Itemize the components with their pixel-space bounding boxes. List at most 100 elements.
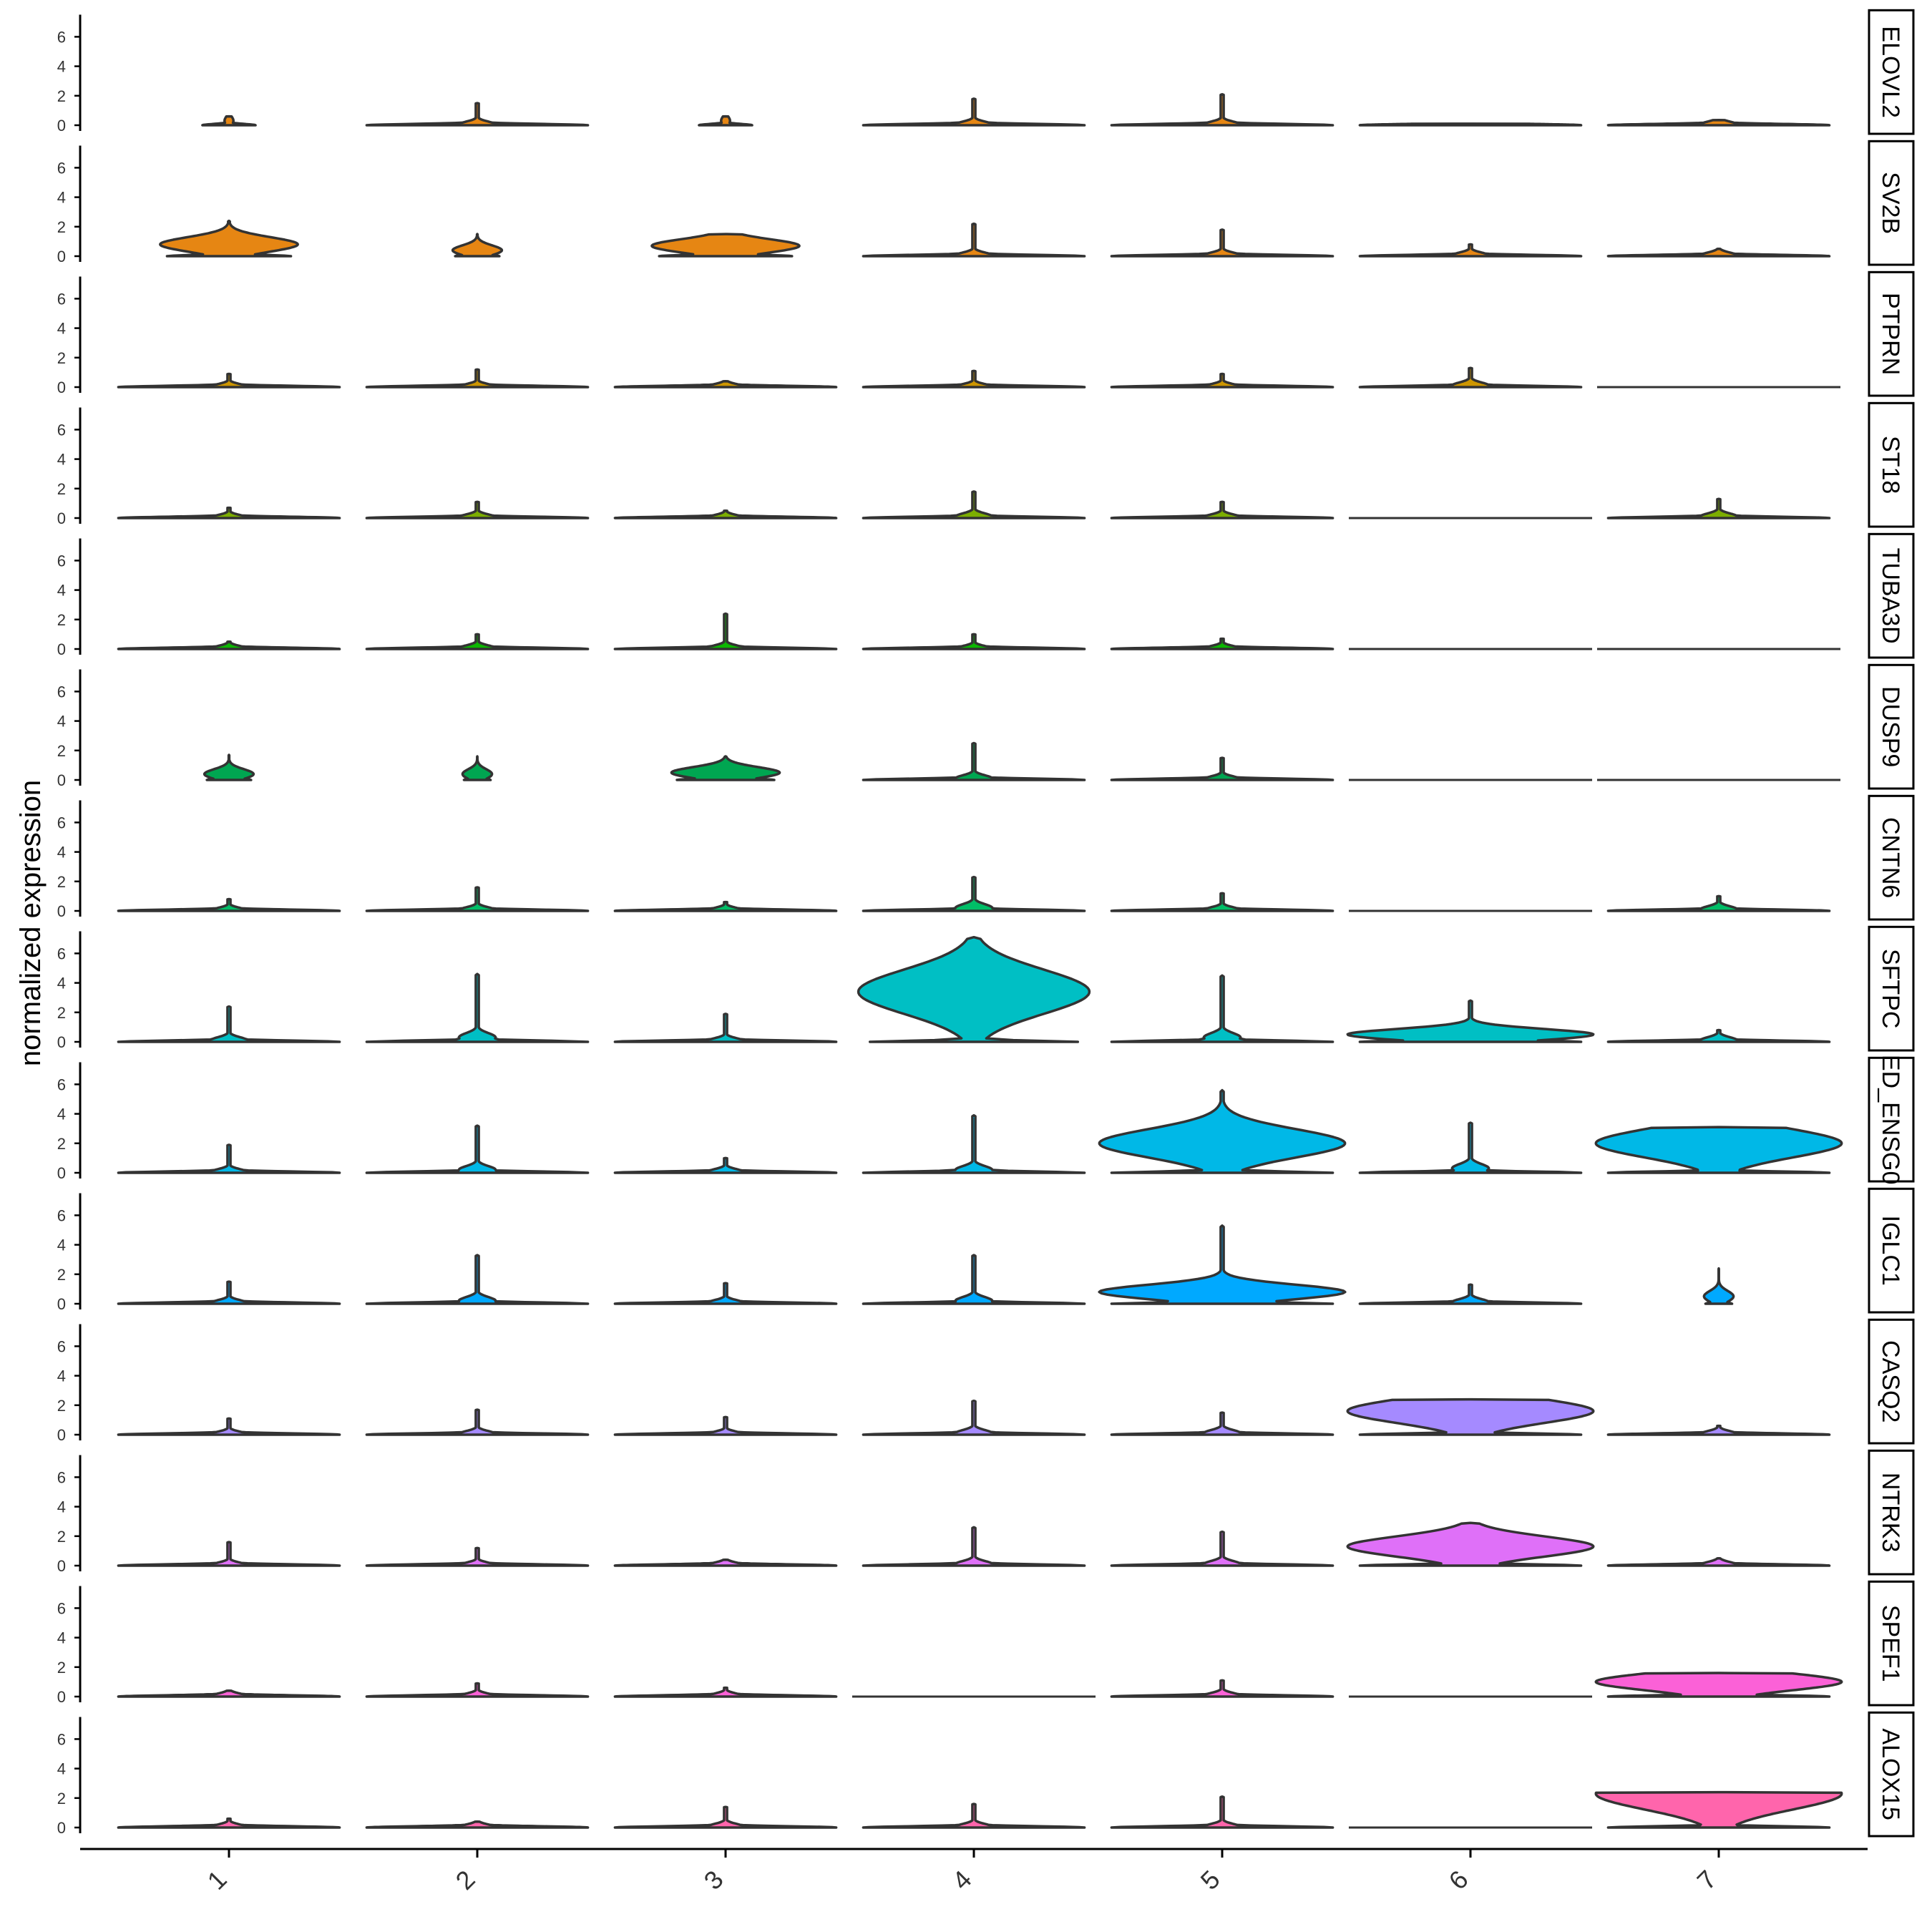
violin-5 xyxy=(1110,372,1335,389)
facet-strip xyxy=(1868,401,1915,528)
y-tick-label: 0 xyxy=(57,248,66,265)
facet-strip xyxy=(1868,1318,1915,1445)
x-tick-label-4: 4 xyxy=(947,1865,977,1896)
violin-3 xyxy=(698,114,753,127)
violin-3 xyxy=(613,1686,838,1698)
violin-6 xyxy=(1358,1283,1583,1305)
violin-5 xyxy=(1110,1679,1335,1698)
facet-strip xyxy=(1868,1187,1915,1314)
facet-label-st18: ST18 xyxy=(1877,436,1904,494)
violin-1 xyxy=(201,114,257,127)
panel-elovl2: 0 2 4 6 ELOVL2 xyxy=(57,9,1915,135)
y-tick-label: 4 xyxy=(57,1760,66,1778)
violin-1 xyxy=(117,1280,341,1305)
y-tick-label: 6 xyxy=(57,945,66,962)
y-tick-label: 2 xyxy=(57,1397,66,1415)
facet-label-spef1: SPEF1 xyxy=(1877,1605,1904,1682)
panel-casq2: 0 2 4 6 CASQ2 xyxy=(57,1318,1915,1445)
x-tick-label-7: 7 xyxy=(1692,1865,1722,1896)
y-tick-label: 6 xyxy=(57,552,66,570)
violin-1 xyxy=(203,753,255,781)
x-tick-label-5: 5 xyxy=(1195,1865,1226,1896)
y-tick-label: 2 xyxy=(57,480,66,498)
y-tick-label: 0 xyxy=(57,117,66,135)
y-tick-label: 6 xyxy=(57,290,66,308)
y-tick-label: 2 xyxy=(57,349,66,367)
y-tick-label: 4 xyxy=(57,320,66,338)
facet-label-cntn6: CNTN6 xyxy=(1877,817,1904,898)
violin-7 xyxy=(1594,1126,1843,1174)
x-tick-label-3: 3 xyxy=(698,1865,729,1896)
y-tick-label: 2 xyxy=(57,1266,66,1284)
violin-5 xyxy=(1110,500,1335,519)
violin-2 xyxy=(461,755,494,781)
panel-ptprn: 0 2 4 6 PTPRN xyxy=(57,270,1915,397)
violin-5 xyxy=(1110,637,1335,650)
panel-st18: 0 2 4 6 ST18 xyxy=(57,401,1915,528)
y-tick-label: 0 xyxy=(57,902,66,920)
x-tick-label-2: 2 xyxy=(450,1865,481,1896)
y-tick-label: 4 xyxy=(57,713,66,731)
y-tick-label: 6 xyxy=(57,421,66,439)
violin-4 xyxy=(862,1526,1086,1567)
facet-label-ntrk3: NTRK3 xyxy=(1877,1473,1904,1552)
violin-2 xyxy=(451,233,504,258)
y-tick-label: 4 xyxy=(57,189,66,207)
y-tick-label: 0 xyxy=(57,1819,66,1837)
violin-2 xyxy=(365,102,590,127)
violin-2 xyxy=(365,1124,590,1174)
violin-3 xyxy=(613,900,838,912)
violin-4 xyxy=(862,490,1086,519)
y-tick-label: 2 xyxy=(57,1659,66,1677)
facet-label-elovl2: ELOVL2 xyxy=(1877,26,1904,118)
violin-4 xyxy=(862,369,1086,389)
y-tick-label: 6 xyxy=(57,1337,66,1355)
y-tick-label: 6 xyxy=(57,1468,66,1486)
y-tick-label: 2 xyxy=(57,87,66,105)
violin-7 xyxy=(1606,894,1831,912)
violin-3 xyxy=(670,755,781,781)
panel-spef1: 0 2 4 6 SPEF1 xyxy=(57,1580,1915,1707)
y-tick-label: 4 xyxy=(57,844,66,862)
panel-ntrk3: 0 2 4 6 NTRK3 xyxy=(57,1449,1915,1576)
facet-label-ensg0: ED_ENSG0 xyxy=(1877,1055,1904,1184)
violin-5 xyxy=(1098,1224,1347,1305)
y-tick-label: 4 xyxy=(57,582,66,600)
violin-5 xyxy=(1098,1088,1347,1174)
violin-5 xyxy=(1110,92,1335,127)
y-tick-label: 0 xyxy=(57,1557,66,1575)
violin-3 xyxy=(613,1156,838,1174)
violin-5 xyxy=(1110,228,1335,258)
violin-1 xyxy=(117,1417,341,1436)
y-axis-label: normalized expression xyxy=(15,780,47,1066)
facet-strip xyxy=(1868,1449,1915,1576)
violin-5 xyxy=(1110,1795,1335,1829)
violin-1 xyxy=(117,506,341,519)
violin-4 xyxy=(862,1254,1086,1305)
y-tick-label: 2 xyxy=(57,873,66,891)
violin-1 xyxy=(117,1143,341,1174)
panel-sftpc: 0 2 4 6 SFTPC xyxy=(57,925,1915,1052)
facet-strip xyxy=(1868,270,1915,397)
violin-6 xyxy=(1346,999,1595,1043)
violin-1 xyxy=(159,219,299,258)
violin-6 xyxy=(1358,366,1583,389)
violin-7 xyxy=(1606,1028,1831,1043)
violin-1 xyxy=(117,372,341,389)
y-tick-label: 2 xyxy=(57,1004,66,1022)
y-tick-label: 2 xyxy=(57,611,66,629)
y-tick-label: 2 xyxy=(57,1135,66,1153)
facet-label-casq2: CASQ2 xyxy=(1877,1340,1904,1423)
violin-5 xyxy=(1110,892,1335,912)
violin-2 xyxy=(365,1408,590,1436)
violin-7 xyxy=(1606,1556,1831,1567)
violin-1 xyxy=(117,1541,341,1567)
y-tick-label: 0 xyxy=(57,1033,66,1051)
panel-ensg0: 0 2 4 6 ED_ENSG0 xyxy=(57,1055,1915,1184)
facet-label-sftpc: SFTPC xyxy=(1877,949,1904,1028)
violin-6 xyxy=(1358,243,1583,258)
violin-1 xyxy=(117,897,341,912)
violin-3 xyxy=(613,1805,838,1829)
y-tick-label: 0 xyxy=(57,771,66,789)
